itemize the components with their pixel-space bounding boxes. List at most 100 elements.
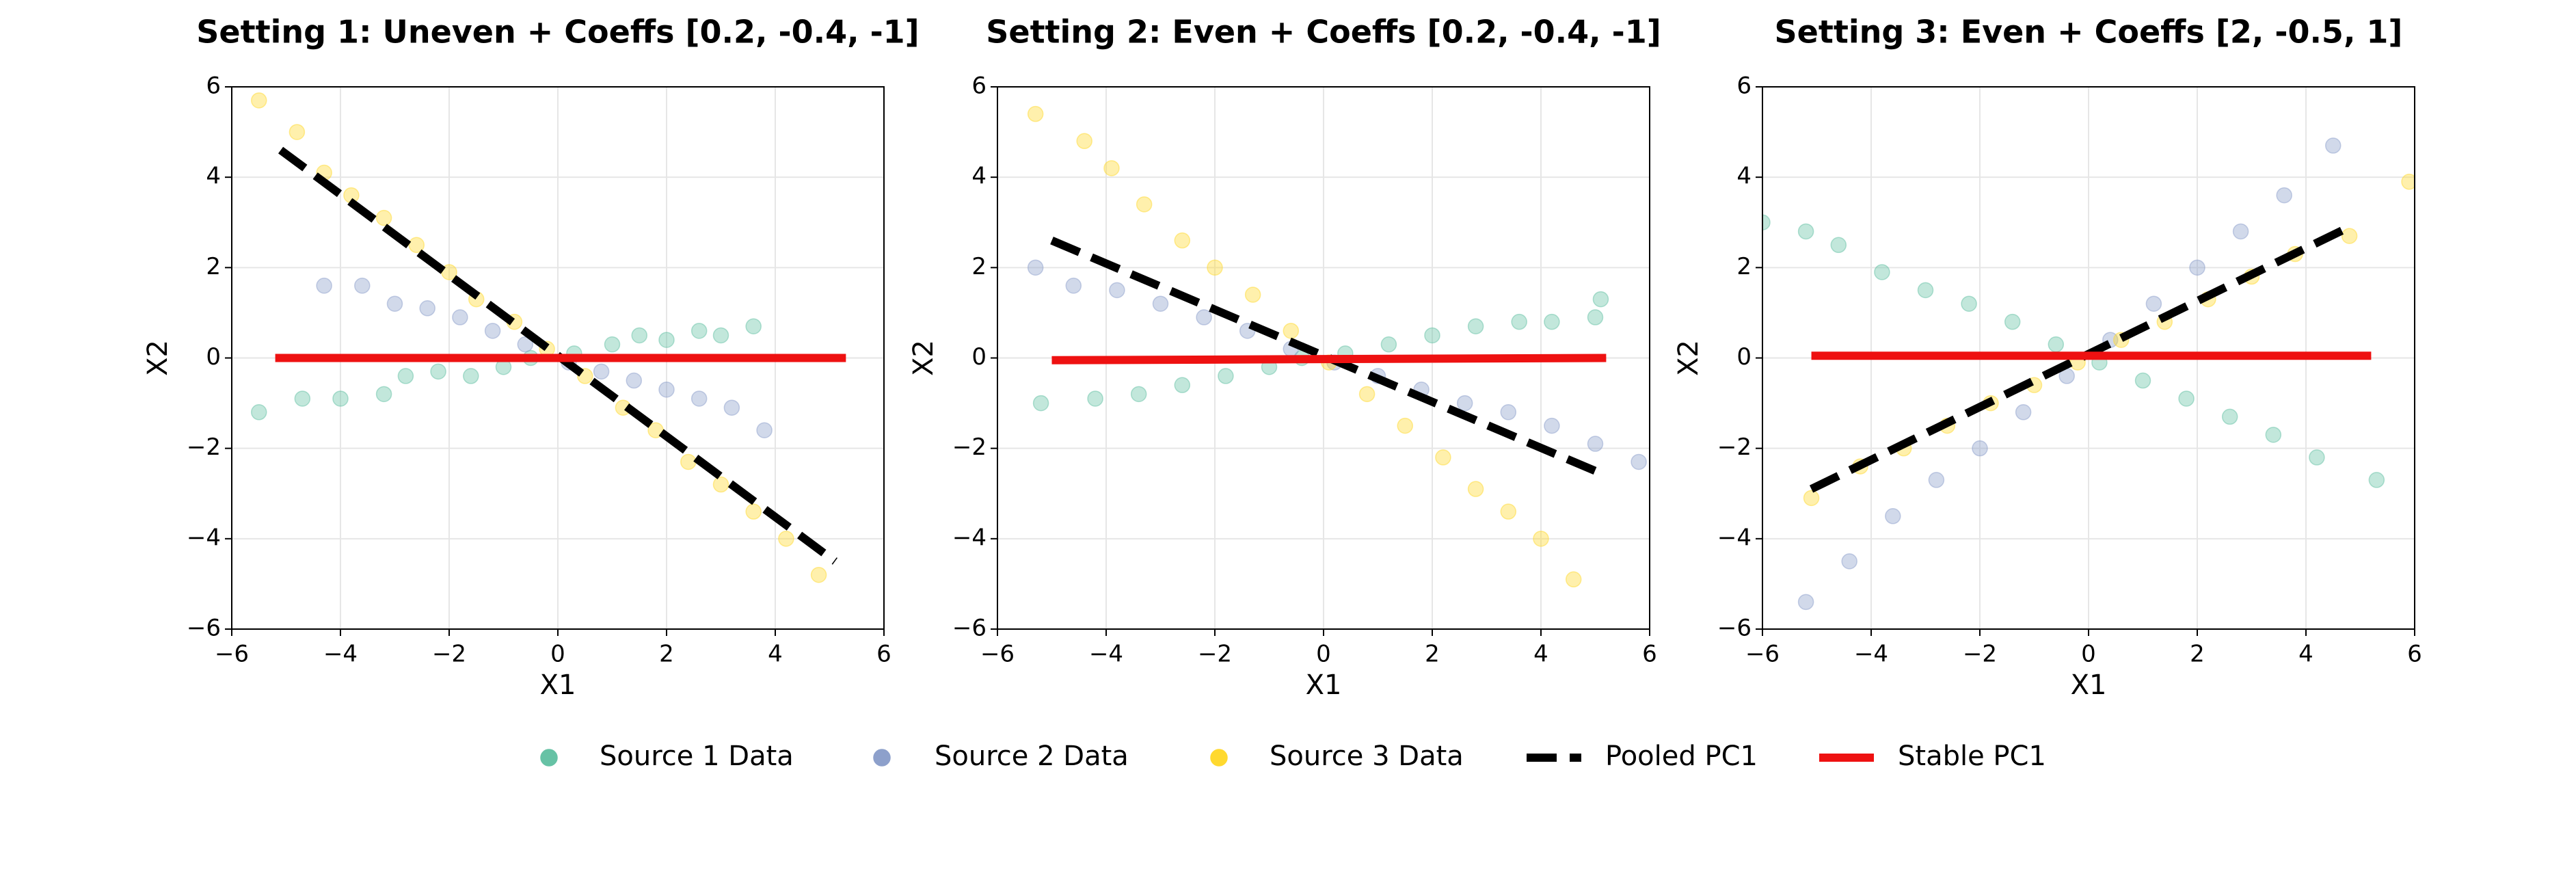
point bbox=[745, 503, 762, 520]
point bbox=[1174, 377, 1191, 393]
point bbox=[1207, 259, 1223, 276]
x-tick-label: −4 bbox=[1089, 641, 1123, 668]
legend-label: Source 3 Data bbox=[1270, 741, 1464, 772]
point bbox=[1218, 368, 1234, 384]
y-tick-label: −2 bbox=[187, 434, 221, 461]
point bbox=[2178, 390, 2195, 407]
point bbox=[712, 476, 729, 493]
point bbox=[680, 453, 697, 470]
point bbox=[1762, 214, 1771, 230]
x-tick-label: −2 bbox=[1963, 641, 1997, 668]
axes-frame bbox=[1762, 86, 2415, 630]
y-axis-label: X2 bbox=[142, 340, 174, 376]
point bbox=[1565, 571, 1582, 588]
y-tick-label: 6 bbox=[971, 72, 987, 100]
y-tick-label: 0 bbox=[206, 343, 221, 371]
y-tick-label: 4 bbox=[1736, 163, 1752, 190]
point bbox=[289, 124, 306, 140]
x-tick-label: 4 bbox=[2298, 641, 2313, 668]
point bbox=[1032, 395, 1049, 412]
point bbox=[1874, 264, 1890, 280]
point bbox=[658, 332, 675, 348]
point bbox=[397, 368, 414, 384]
point bbox=[778, 531, 794, 547]
y-tick-label: 2 bbox=[206, 253, 221, 280]
legend-marker bbox=[873, 749, 891, 767]
point bbox=[294, 390, 311, 407]
point bbox=[452, 309, 468, 325]
subplot-title: Setting 2: Even + Coeffs [0.2, -0.4, -1] bbox=[986, 14, 1661, 51]
x-tick-label: 6 bbox=[876, 641, 891, 668]
point bbox=[2048, 336, 2065, 353]
x-tick-label: 6 bbox=[1642, 641, 1657, 668]
x-axis-label: X1 bbox=[540, 669, 576, 701]
x-tick-label: 4 bbox=[768, 641, 783, 668]
point bbox=[1544, 417, 1560, 434]
y-tick-label: 6 bbox=[206, 72, 221, 100]
axes-frame bbox=[231, 86, 885, 630]
legend: Source 1 Data Source 2 Data Source 3 Data P… bbox=[540, 741, 2046, 772]
point bbox=[1174, 232, 1191, 249]
x-tick-label: −4 bbox=[1854, 641, 1888, 668]
point bbox=[2189, 259, 2205, 276]
y-tick-label: 2 bbox=[971, 253, 987, 280]
point bbox=[723, 399, 740, 416]
y-tick-label: −2 bbox=[1717, 434, 1752, 461]
point bbox=[1511, 313, 1527, 330]
x-axis-label: X1 bbox=[2071, 669, 2107, 701]
point bbox=[1380, 336, 1397, 353]
y-tick-label: −4 bbox=[187, 524, 221, 551]
y-tick-label: −2 bbox=[952, 434, 987, 461]
point bbox=[756, 422, 773, 438]
plot-area bbox=[1027, 105, 1647, 588]
point bbox=[604, 336, 621, 353]
point bbox=[463, 368, 479, 384]
legend-marker bbox=[540, 749, 558, 767]
plot-area bbox=[1762, 137, 2415, 611]
subplot: Setting 3: Even + Coeffs [2, -0.5, 1]−6−… bbox=[1673, 14, 2422, 702]
subplot: Setting 1: Uneven + Coeffs [0.2, -0.4, -… bbox=[142, 14, 920, 702]
point bbox=[1358, 386, 1376, 403]
y-tick-label: 0 bbox=[1736, 343, 1752, 371]
x-tick-label: 2 bbox=[659, 641, 674, 668]
y-tick-label: −4 bbox=[952, 524, 987, 551]
x-tick-label: −6 bbox=[980, 641, 1015, 668]
point bbox=[1435, 449, 1451, 466]
point bbox=[2401, 174, 2415, 190]
pooled-line bbox=[1809, 223, 2352, 493]
point bbox=[1065, 278, 1082, 294]
point bbox=[1424, 327, 1440, 344]
legend-label: Pooled PC1 bbox=[1605, 741, 1758, 772]
x-tick-label: −2 bbox=[432, 641, 466, 668]
point bbox=[2265, 427, 2282, 443]
point bbox=[1136, 196, 1153, 213]
point bbox=[2004, 313, 2021, 330]
point bbox=[430, 363, 446, 380]
point bbox=[2015, 404, 2032, 421]
point bbox=[690, 390, 708, 407]
y-tick-label: −6 bbox=[187, 615, 221, 642]
point bbox=[1467, 318, 1484, 334]
point bbox=[690, 323, 708, 339]
point bbox=[1244, 287, 1261, 303]
x-axis-label: X1 bbox=[1306, 669, 1342, 701]
legend-label: Source 2 Data bbox=[935, 741, 1129, 772]
x-tick-label: 2 bbox=[2190, 641, 2205, 668]
point bbox=[1533, 531, 1549, 547]
point bbox=[2221, 408, 2238, 425]
x-tick-label: 2 bbox=[1425, 641, 1440, 668]
x-tick-label: 0 bbox=[1316, 641, 1331, 668]
point bbox=[2276, 187, 2292, 204]
point bbox=[1961, 295, 1977, 312]
point bbox=[1592, 291, 1609, 308]
point bbox=[1587, 309, 1604, 325]
point bbox=[1803, 490, 1820, 507]
point bbox=[484, 323, 501, 339]
y-tick-label: 0 bbox=[971, 343, 987, 371]
y-tick-label: −4 bbox=[1717, 524, 1752, 551]
y-tick-label: −6 bbox=[952, 615, 987, 642]
point bbox=[2309, 449, 2325, 466]
point bbox=[1972, 440, 1988, 457]
y-tick-label: 6 bbox=[1736, 72, 1752, 100]
subplot-title: Setting 3: Even + Coeffs [2, -0.5, 1] bbox=[1775, 14, 2403, 51]
